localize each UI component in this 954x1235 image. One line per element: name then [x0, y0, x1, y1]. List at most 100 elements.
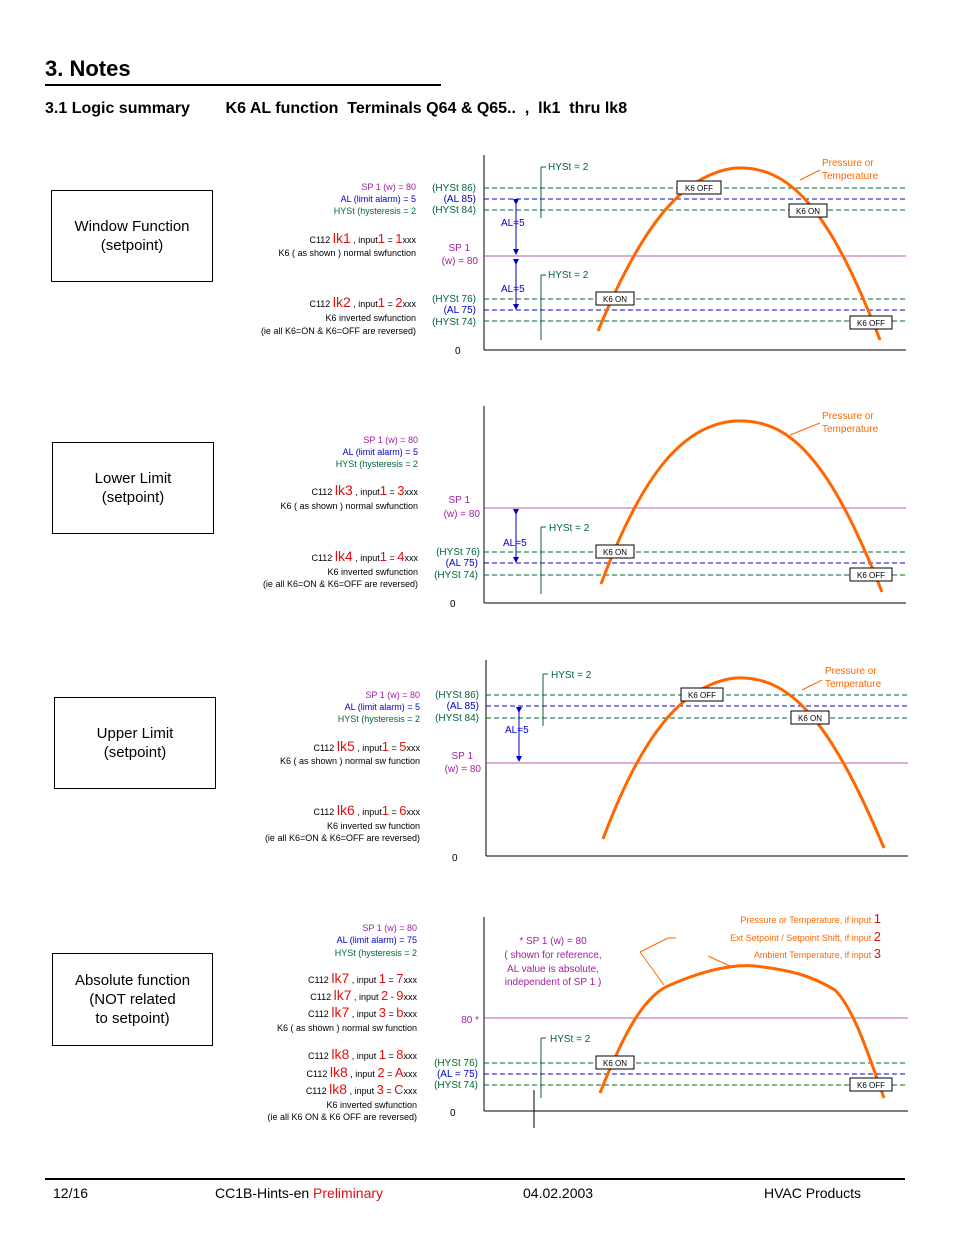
config-line-2: C112 lk4 , input1 = 4xxx	[311, 548, 418, 564]
v: 2	[395, 295, 402, 310]
hyst-label: HYSt (hysteresis = 2	[336, 459, 418, 469]
reversed-note: (ie all K6=ON & K6=OFF are reversed)	[263, 579, 418, 589]
inverted-sw: K6 inverted swfunction	[327, 567, 418, 577]
sp1: SP 1	[449, 243, 471, 254]
upper-panel: SP 1 (w) = 80 AL (limit alarm) = 5 HYSt …	[265, 660, 908, 864]
pt2: Temperature	[822, 171, 879, 182]
footer-rule	[45, 1178, 905, 1180]
c: =	[385, 299, 395, 309]
svg-text:HYSt = 2: HYSt = 2	[551, 670, 592, 681]
svg-text:(AL 75): (AL 75)	[446, 558, 478, 569]
lk: lk1	[333, 230, 351, 246]
svg-text:Temperature: Temperature	[822, 424, 879, 435]
svg-text:(w) = 80: (w) = 80	[445, 764, 482, 775]
page-title: 3. Notes	[45, 56, 131, 81]
c: xxx	[403, 299, 417, 309]
hyst76: (HYSt 76)	[432, 294, 476, 305]
al5b: AL=5	[501, 284, 525, 295]
svg-text:independent of SP 1 ): independent of SP 1 )	[505, 977, 602, 988]
k6on: K6 ON	[796, 207, 820, 216]
svg-text:(HYSt 74): (HYSt 74)	[434, 1080, 478, 1091]
svg-text:SP 1: SP 1	[452, 751, 474, 762]
w80: (w) = 80	[442, 256, 479, 267]
svg-text:(HYSt 76): (HYSt 76)	[434, 1058, 478, 1069]
absolute-function-box: Absolute function (NOT related to setpoint…	[52, 953, 213, 1046]
svg-text:K6 ( as shown ) normal sw fu: K6 ( as shown ) normal sw function	[277, 1023, 417, 1033]
inverted-sw: K6 inverted swfunction	[325, 313, 416, 323]
svg-text:K6 inverted sw function: K6 inverted sw function	[327, 821, 420, 831]
box-line: Upper Limit	[96, 725, 174, 742]
upper-limit-box: Upper Limit (setpoint)	[54, 697, 216, 789]
svg-text:AL (limit alarm) = 75: AL (limit alarm) = 75	[337, 935, 417, 945]
svg-text:K6 ( as shown ) normal sw fu: K6 ( as shown ) normal sw function	[280, 756, 420, 766]
section-heading: 3.1 Logic summary K6 AL function Termina…	[45, 100, 628, 117]
svg-text:80 *: 80 *	[461, 1015, 479, 1026]
config-l5: C112 lk8 , input 2 = Axxx	[307, 1064, 418, 1080]
svg-text:HYSt (hysteresis = 2: HYSt (hysteresis = 2	[335, 948, 417, 958]
al75: (AL 75)	[444, 305, 476, 316]
sp-label: SP 1 (w) = 80	[363, 435, 418, 445]
c: =	[385, 235, 395, 245]
svg-text:Pressure or: Pressure or	[822, 411, 874, 422]
al85: (AL 85)	[444, 194, 476, 205]
svg-text:(HYSt 84): (HYSt 84)	[435, 713, 479, 724]
department: HVAC Products	[764, 1185, 861, 1201]
config-line-1: C112 lk3 , input1 = 3xxx	[311, 482, 418, 498]
config-l3: C112 lk7 , input 3 = bxxx	[308, 1004, 418, 1020]
svg-text:SP 1 (w) = 80: SP 1 (w) = 80	[365, 690, 420, 700]
svg-text:Temperature: Temperature	[825, 679, 882, 690]
normal-sw: K6 ( as shown ) normal swfunction	[280, 501, 418, 511]
legend-1: Pressure or Temperature, if input 1	[740, 911, 881, 926]
i: 1	[378, 295, 385, 310]
svg-text:K6 OFF: K6 OFF	[688, 691, 716, 700]
i: 1	[378, 231, 385, 246]
config-line-1: C112 lk1 , input1 = 1xxx	[309, 230, 416, 246]
svg-text:( shown for reference,: ( shown for reference,	[504, 950, 601, 961]
box-line: Window Function	[74, 218, 190, 235]
c: C112	[309, 299, 332, 309]
svg-text:(w) = 80: (w) = 80	[444, 509, 481, 520]
svg-text:K6 inverted swfunction: K6 inverted swfunction	[326, 1100, 417, 1110]
al-label: AL (limit alarm) = 5	[343, 447, 418, 457]
config-l6: C112 lk8 , input 3 = Cxxx	[306, 1081, 418, 1097]
svg-text:SP 1: SP 1	[449, 495, 471, 506]
svg-text:SP 1 (w) = 80: SP 1 (w) = 80	[362, 923, 417, 933]
config-l1: C112 lk7 , input 1 = 7xxx	[308, 970, 418, 986]
absolute-panel: SP 1 (w) = 80 AL (limit alarm) = 75 HYSt…	[267, 911, 908, 1128]
svg-text:K6 ON: K6 ON	[798, 714, 822, 723]
svg-text:K6 ON: K6 ON	[603, 548, 627, 557]
doc-status: Preliminary	[313, 1185, 384, 1201]
svg-text:HYSt = 2: HYSt = 2	[550, 1034, 591, 1045]
hyst86: (HYSt 86)	[432, 183, 476, 194]
pt1: Pressure or	[822, 158, 874, 169]
svg-text:K6 OFF: K6 OFF	[857, 571, 885, 580]
k6off: K6 OFF	[857, 319, 885, 328]
zero-label: 0	[455, 346, 461, 357]
svg-text:AL=5: AL=5	[505, 725, 529, 736]
box-line: (setpoint)	[103, 744, 167, 761]
al-label: AL (limit alarm) = 5	[341, 194, 416, 204]
sp-label: SP 1 (w) = 80	[361, 182, 416, 192]
box-line: (NOT related	[89, 991, 176, 1008]
svg-text:(HYSt 74): (HYSt 74)	[434, 570, 478, 581]
svg-text:Pressure or: Pressure or	[825, 666, 877, 677]
box-line: (setpoint)	[101, 489, 165, 506]
svg-text:0: 0	[450, 1108, 456, 1119]
hyst74: (HYSt 74)	[432, 317, 476, 328]
svg-text:K6 ON: K6 ON	[603, 1059, 627, 1068]
svg-text:K6 OFF: K6 OFF	[857, 1081, 885, 1090]
svg-text:AL value is absolute,: AL value is absolute,	[507, 964, 599, 975]
svg-text:(HYSt 76): (HYSt 76)	[436, 547, 480, 558]
page-number: 12/16	[53, 1185, 89, 1201]
legend-3: Ambient Temperature, if input 3	[754, 946, 881, 961]
window-function-box: Window Function (setpoint)	[51, 190, 213, 282]
window-panel: SP 1 (w) = 80 AL (limit alarm) = 5 HYSt …	[261, 155, 906, 357]
c: xxx	[403, 235, 417, 245]
doc-date: 04.02.2003	[523, 1185, 594, 1201]
svg-text:(ie all K6 ON & K6 OFF: (ie all K6 ON & K6 OFF are reversed)	[267, 1112, 417, 1122]
c: , input	[351, 235, 379, 245]
config-line-2: C112 lk6 , input1 = 6xxx	[313, 802, 420, 818]
hyst-top: HYSt = 2	[548, 162, 589, 173]
curve	[596, 166, 882, 341]
svg-text:HYSt (hysteresis = 2: HYSt (hysteresis = 2	[338, 714, 420, 724]
